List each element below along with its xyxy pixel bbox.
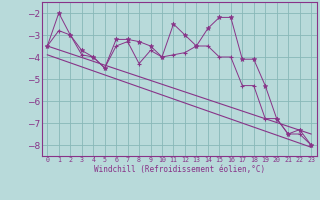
X-axis label: Windchill (Refroidissement éolien,°C): Windchill (Refroidissement éolien,°C) [94, 165, 265, 174]
